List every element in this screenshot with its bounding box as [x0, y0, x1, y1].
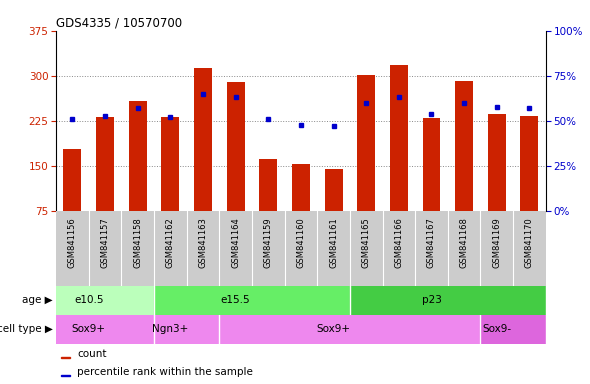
Bar: [61, 375, 70, 376]
Bar: [259, 159, 277, 211]
Text: GSM841159: GSM841159: [264, 217, 273, 268]
Text: p23: p23: [421, 295, 441, 306]
Text: GSM841165: GSM841165: [362, 217, 371, 268]
Text: GSM841163: GSM841163: [198, 217, 208, 268]
Bar: [292, 164, 310, 211]
Text: GSM841164: GSM841164: [231, 217, 240, 268]
Text: cell type ▶: cell type ▶: [0, 324, 53, 334]
Bar: [227, 82, 245, 211]
Bar: [154, 286, 350, 315]
Bar: [357, 74, 375, 211]
Bar: [56, 286, 154, 315]
Text: count: count: [77, 349, 107, 359]
Bar: [96, 117, 114, 211]
Bar: [324, 169, 343, 211]
Text: GSM841162: GSM841162: [166, 217, 175, 268]
Bar: [480, 315, 546, 344]
Text: Sox9-: Sox9-: [482, 324, 512, 334]
Text: Sox9+: Sox9+: [72, 324, 106, 334]
Bar: [488, 114, 506, 211]
Text: e15.5: e15.5: [221, 295, 250, 306]
Bar: [455, 81, 473, 211]
Text: GSM841169: GSM841169: [492, 217, 502, 268]
Bar: [390, 65, 408, 211]
Bar: [61, 357, 70, 358]
Text: Ngn3+: Ngn3+: [152, 324, 188, 334]
Bar: [161, 117, 179, 211]
Text: Sox9+: Sox9+: [317, 324, 350, 334]
Text: GSM841168: GSM841168: [460, 217, 468, 268]
Text: GSM841160: GSM841160: [296, 217, 306, 268]
Text: GSM841166: GSM841166: [394, 217, 404, 268]
Bar: [56, 315, 154, 344]
Bar: [194, 68, 212, 211]
Text: GSM841156: GSM841156: [68, 217, 77, 268]
Text: age ▶: age ▶: [22, 295, 53, 306]
Text: GSM841167: GSM841167: [427, 217, 436, 268]
Text: e10.5: e10.5: [74, 295, 103, 306]
Text: GSM841170: GSM841170: [525, 217, 534, 268]
Bar: [520, 116, 539, 211]
Bar: [219, 315, 480, 344]
Text: GDS4335 / 10570700: GDS4335 / 10570700: [56, 17, 182, 30]
Text: percentile rank within the sample: percentile rank within the sample: [77, 367, 253, 377]
Bar: [129, 101, 147, 211]
Bar: [154, 315, 219, 344]
Bar: [63, 149, 81, 211]
Text: GSM841161: GSM841161: [329, 217, 338, 268]
Bar: [422, 118, 441, 211]
Text: GSM841158: GSM841158: [133, 217, 142, 268]
Text: GSM841157: GSM841157: [100, 217, 110, 268]
Bar: [350, 286, 546, 315]
